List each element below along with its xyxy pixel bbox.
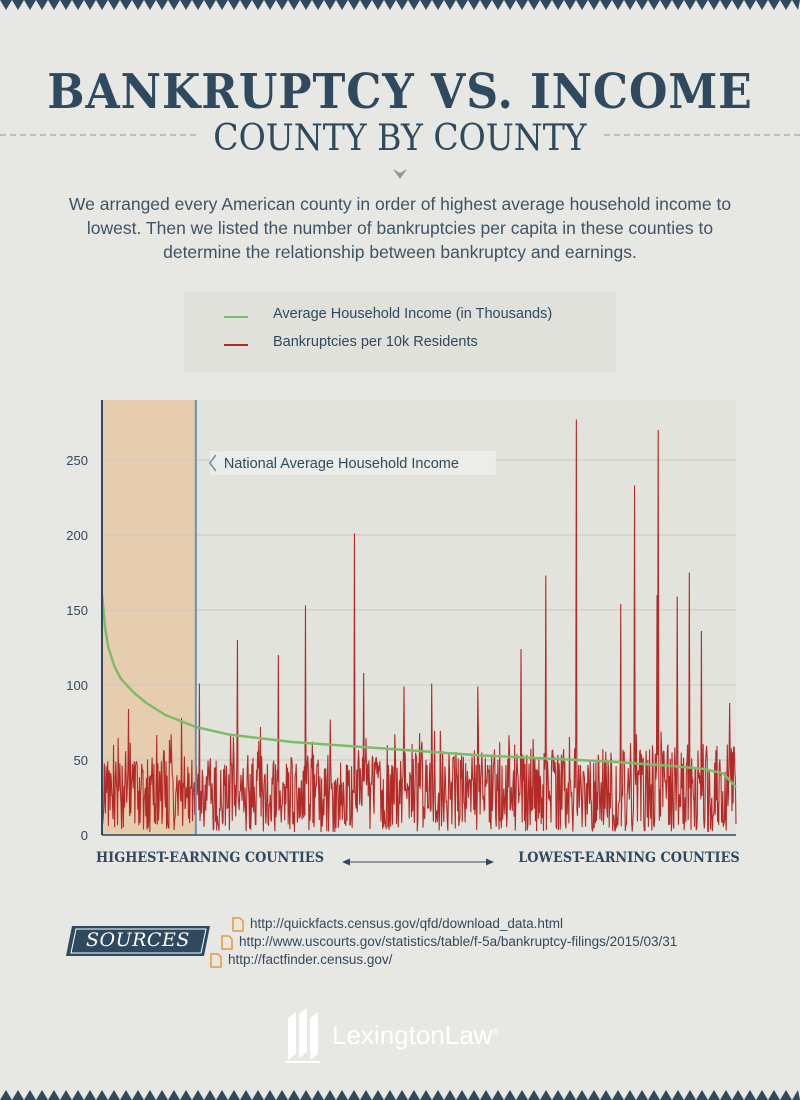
income-series-line bbox=[100, 594, 737, 788]
chart-legend: Average Household Income (in Thousands) … bbox=[184, 292, 616, 372]
column-logo-icon bbox=[286, 1008, 320, 1063]
document-icon bbox=[210, 953, 222, 968]
x-axis-left-label: HIGHEST-EARNING COUNTIES bbox=[96, 850, 325, 866]
y-tick-label: 150 bbox=[66, 603, 88, 618]
legend-swatch-income bbox=[224, 316, 248, 318]
subtitle-divider-right bbox=[604, 134, 800, 136]
double-arrow-icon bbox=[342, 858, 494, 866]
source-link-text[interactable]: http://quickfacts.census.gov/qfd/downloa… bbox=[250, 916, 563, 931]
y-tick-label: 100 bbox=[66, 678, 88, 693]
legend-label-bankruptcy: Bankruptcies per 10k Residents bbox=[273, 334, 478, 350]
annotation-box bbox=[209, 451, 496, 475]
income-bankruptcy-chart: 0 50 100 150 200 250 National Average Househol… bbox=[66, 400, 737, 843]
page-title: BANKRUPTCY VS. INCOME bbox=[47, 64, 753, 120]
brand-logo: LexingtonLaw® bbox=[284, 1008, 524, 1064]
intro-paragraph: We arranged every American county in ord… bbox=[68, 194, 732, 262]
document-icon bbox=[232, 917, 244, 932]
subtitle-divider-left bbox=[0, 134, 196, 136]
source-link-text[interactable]: http://factfinder.census.gov/ bbox=[228, 952, 393, 967]
y-tick-label: 200 bbox=[66, 528, 88, 543]
sources-badge bbox=[66, 926, 210, 956]
bankruptcy-series-line bbox=[101, 419, 737, 833]
y-tick-label: 250 bbox=[66, 453, 88, 468]
sources-label: SOURCES bbox=[86, 929, 190, 951]
y-tick-label: 50 bbox=[74, 753, 88, 768]
brand-name: LexingtonLaw® bbox=[332, 1020, 500, 1050]
source-link-text[interactable]: http://www.uscourts.gov/statistics/table… bbox=[239, 934, 678, 949]
annotation-label: National Average Household Income bbox=[224, 456, 459, 472]
chevron-down-icon bbox=[393, 169, 407, 179]
subtitle-row: COUNTY BY COUNTY bbox=[0, 118, 800, 159]
x-axis-right-label: LOWEST-EARNING COUNTIES bbox=[518, 850, 740, 866]
annotation-pointer bbox=[208, 454, 217, 472]
y-tick-label: 0 bbox=[81, 828, 88, 843]
page-subtitle: COUNTY BY COUNTY bbox=[213, 118, 587, 159]
bottom-zigzag-border bbox=[0, 1090, 800, 1100]
top-zigzag-border bbox=[0, 0, 800, 10]
legend-swatch-bankruptcy bbox=[224, 344, 248, 346]
document-icon bbox=[221, 935, 233, 950]
legend-label-income: Average Household Income (in Thousands) bbox=[273, 306, 553, 322]
